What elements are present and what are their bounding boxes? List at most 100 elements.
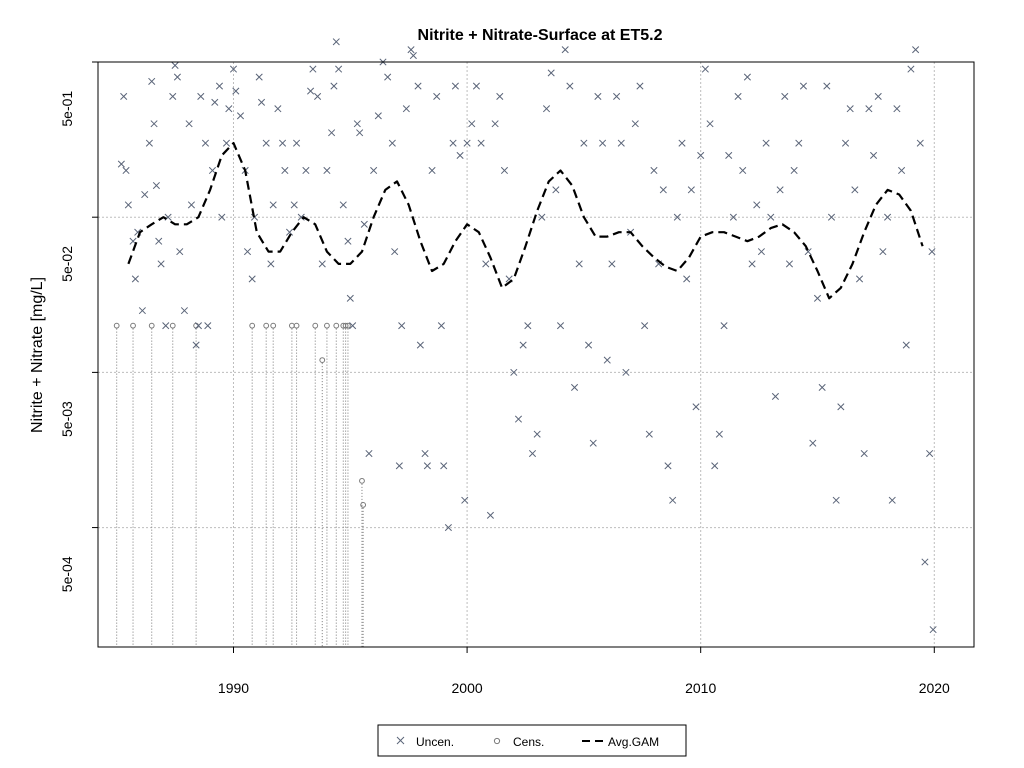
legend-marker-cens xyxy=(493,737,501,745)
uncensored-point xyxy=(180,307,188,315)
uncensored-point xyxy=(547,69,555,77)
uncensored-point xyxy=(659,186,667,194)
uncensored-point xyxy=(580,139,588,147)
uncensored-point xyxy=(384,73,392,81)
uncensored-point xyxy=(302,166,310,175)
uncensored-point xyxy=(594,92,602,100)
legend-box xyxy=(377,724,687,757)
uncensored-point xyxy=(197,92,205,100)
uncensored-point xyxy=(293,139,301,147)
censored-point xyxy=(113,322,120,329)
uncensored-point xyxy=(437,322,445,330)
uncensored-point xyxy=(734,92,742,100)
censored-point xyxy=(360,501,367,508)
uncensored-point xyxy=(407,46,415,54)
uncensored-point xyxy=(496,92,504,100)
uncensored-point xyxy=(124,201,132,209)
uncensored-point xyxy=(589,439,597,447)
uncensored-point xyxy=(528,449,537,458)
uncensored-point xyxy=(157,260,165,268)
uncensored-point xyxy=(650,166,658,175)
uncensored-point xyxy=(561,46,569,54)
uncensored-point xyxy=(222,139,231,147)
uncensored-point xyxy=(309,65,317,73)
uncensored-point xyxy=(463,139,471,147)
legend: Uncen. Cens. Avg.GAM xyxy=(377,724,687,757)
uncensored-point xyxy=(145,139,153,147)
uncensored-point xyxy=(281,166,289,175)
uncensored-point xyxy=(150,120,158,128)
uncensored-point xyxy=(307,87,315,95)
uncensored-point xyxy=(818,383,826,391)
uncensored-point xyxy=(468,120,476,128)
uncensored-point xyxy=(832,496,840,504)
censored-series xyxy=(113,322,367,647)
uncensored-point xyxy=(902,341,910,349)
uncensored-point xyxy=(538,213,546,221)
uncensored-point xyxy=(929,626,937,634)
uncensored-point xyxy=(388,139,396,147)
uncensored-point xyxy=(141,190,149,199)
uncensored-point xyxy=(669,496,677,504)
uncensored-point xyxy=(255,73,263,81)
y-tick-label: 5e-02 xyxy=(59,246,75,282)
y-tick-label: 5e-04 xyxy=(59,556,75,592)
uncensored-point xyxy=(269,201,277,209)
uncensored-point xyxy=(687,186,695,194)
uncensored-point xyxy=(262,139,270,147)
y-tick-label: 5e-03 xyxy=(59,401,75,437)
uncensored-point xyxy=(346,294,354,302)
uncensored-point xyxy=(155,237,163,245)
uncensored-point xyxy=(510,368,518,376)
uncensored-point xyxy=(482,260,490,268)
uncensored-point xyxy=(617,139,625,147)
uncensored-point xyxy=(201,139,210,147)
uncensored-point xyxy=(556,322,565,330)
uncensored-point xyxy=(421,449,429,458)
uncensored-point xyxy=(785,260,794,268)
uncensored-point xyxy=(248,275,256,283)
uncensored-point xyxy=(185,120,193,128)
uncensored-point xyxy=(328,129,336,137)
uncensored-point xyxy=(356,129,364,137)
uncensored-point xyxy=(409,52,417,60)
uncensored-point xyxy=(622,368,630,376)
uncensored-point xyxy=(250,213,259,221)
uncensored-point xyxy=(138,307,146,315)
grid-lines xyxy=(98,61,974,647)
uncensored-point xyxy=(799,82,808,90)
uncensored-point xyxy=(757,248,765,256)
uncensored-point xyxy=(566,82,574,90)
censored-point xyxy=(148,322,155,329)
uncensored-point xyxy=(776,186,784,194)
uncensored-point xyxy=(701,65,709,73)
uncensored-point xyxy=(725,151,733,159)
uncensored-point xyxy=(370,166,378,175)
x-axis: 1990 2000 2010 2020 xyxy=(218,647,950,696)
uncensored-point xyxy=(395,462,403,470)
uncensored-point xyxy=(898,166,906,175)
uncensored-point xyxy=(711,462,719,470)
uncensored-point xyxy=(533,430,541,438)
uncensored-series xyxy=(117,38,937,634)
uncensored-point xyxy=(152,181,160,190)
uncensored-point xyxy=(285,228,294,236)
uncensored-point xyxy=(173,73,181,81)
uncensored-point xyxy=(767,213,775,221)
uncensored-point xyxy=(330,82,338,90)
uncensored-point xyxy=(169,92,177,100)
uncensored-point xyxy=(335,65,343,73)
censored-point xyxy=(249,322,256,329)
uncensored-point xyxy=(771,392,779,400)
uncensored-point xyxy=(855,275,864,283)
uncensored-point xyxy=(314,92,322,100)
x-tick-label: 1990 xyxy=(218,680,249,696)
uncensored-point xyxy=(360,220,368,228)
uncensored-point xyxy=(926,449,934,458)
uncensored-point xyxy=(846,105,854,113)
uncensored-point xyxy=(585,341,593,349)
uncensored-point xyxy=(416,341,424,349)
uncensored-point xyxy=(477,139,485,147)
legend-marker-uncen xyxy=(396,736,405,745)
